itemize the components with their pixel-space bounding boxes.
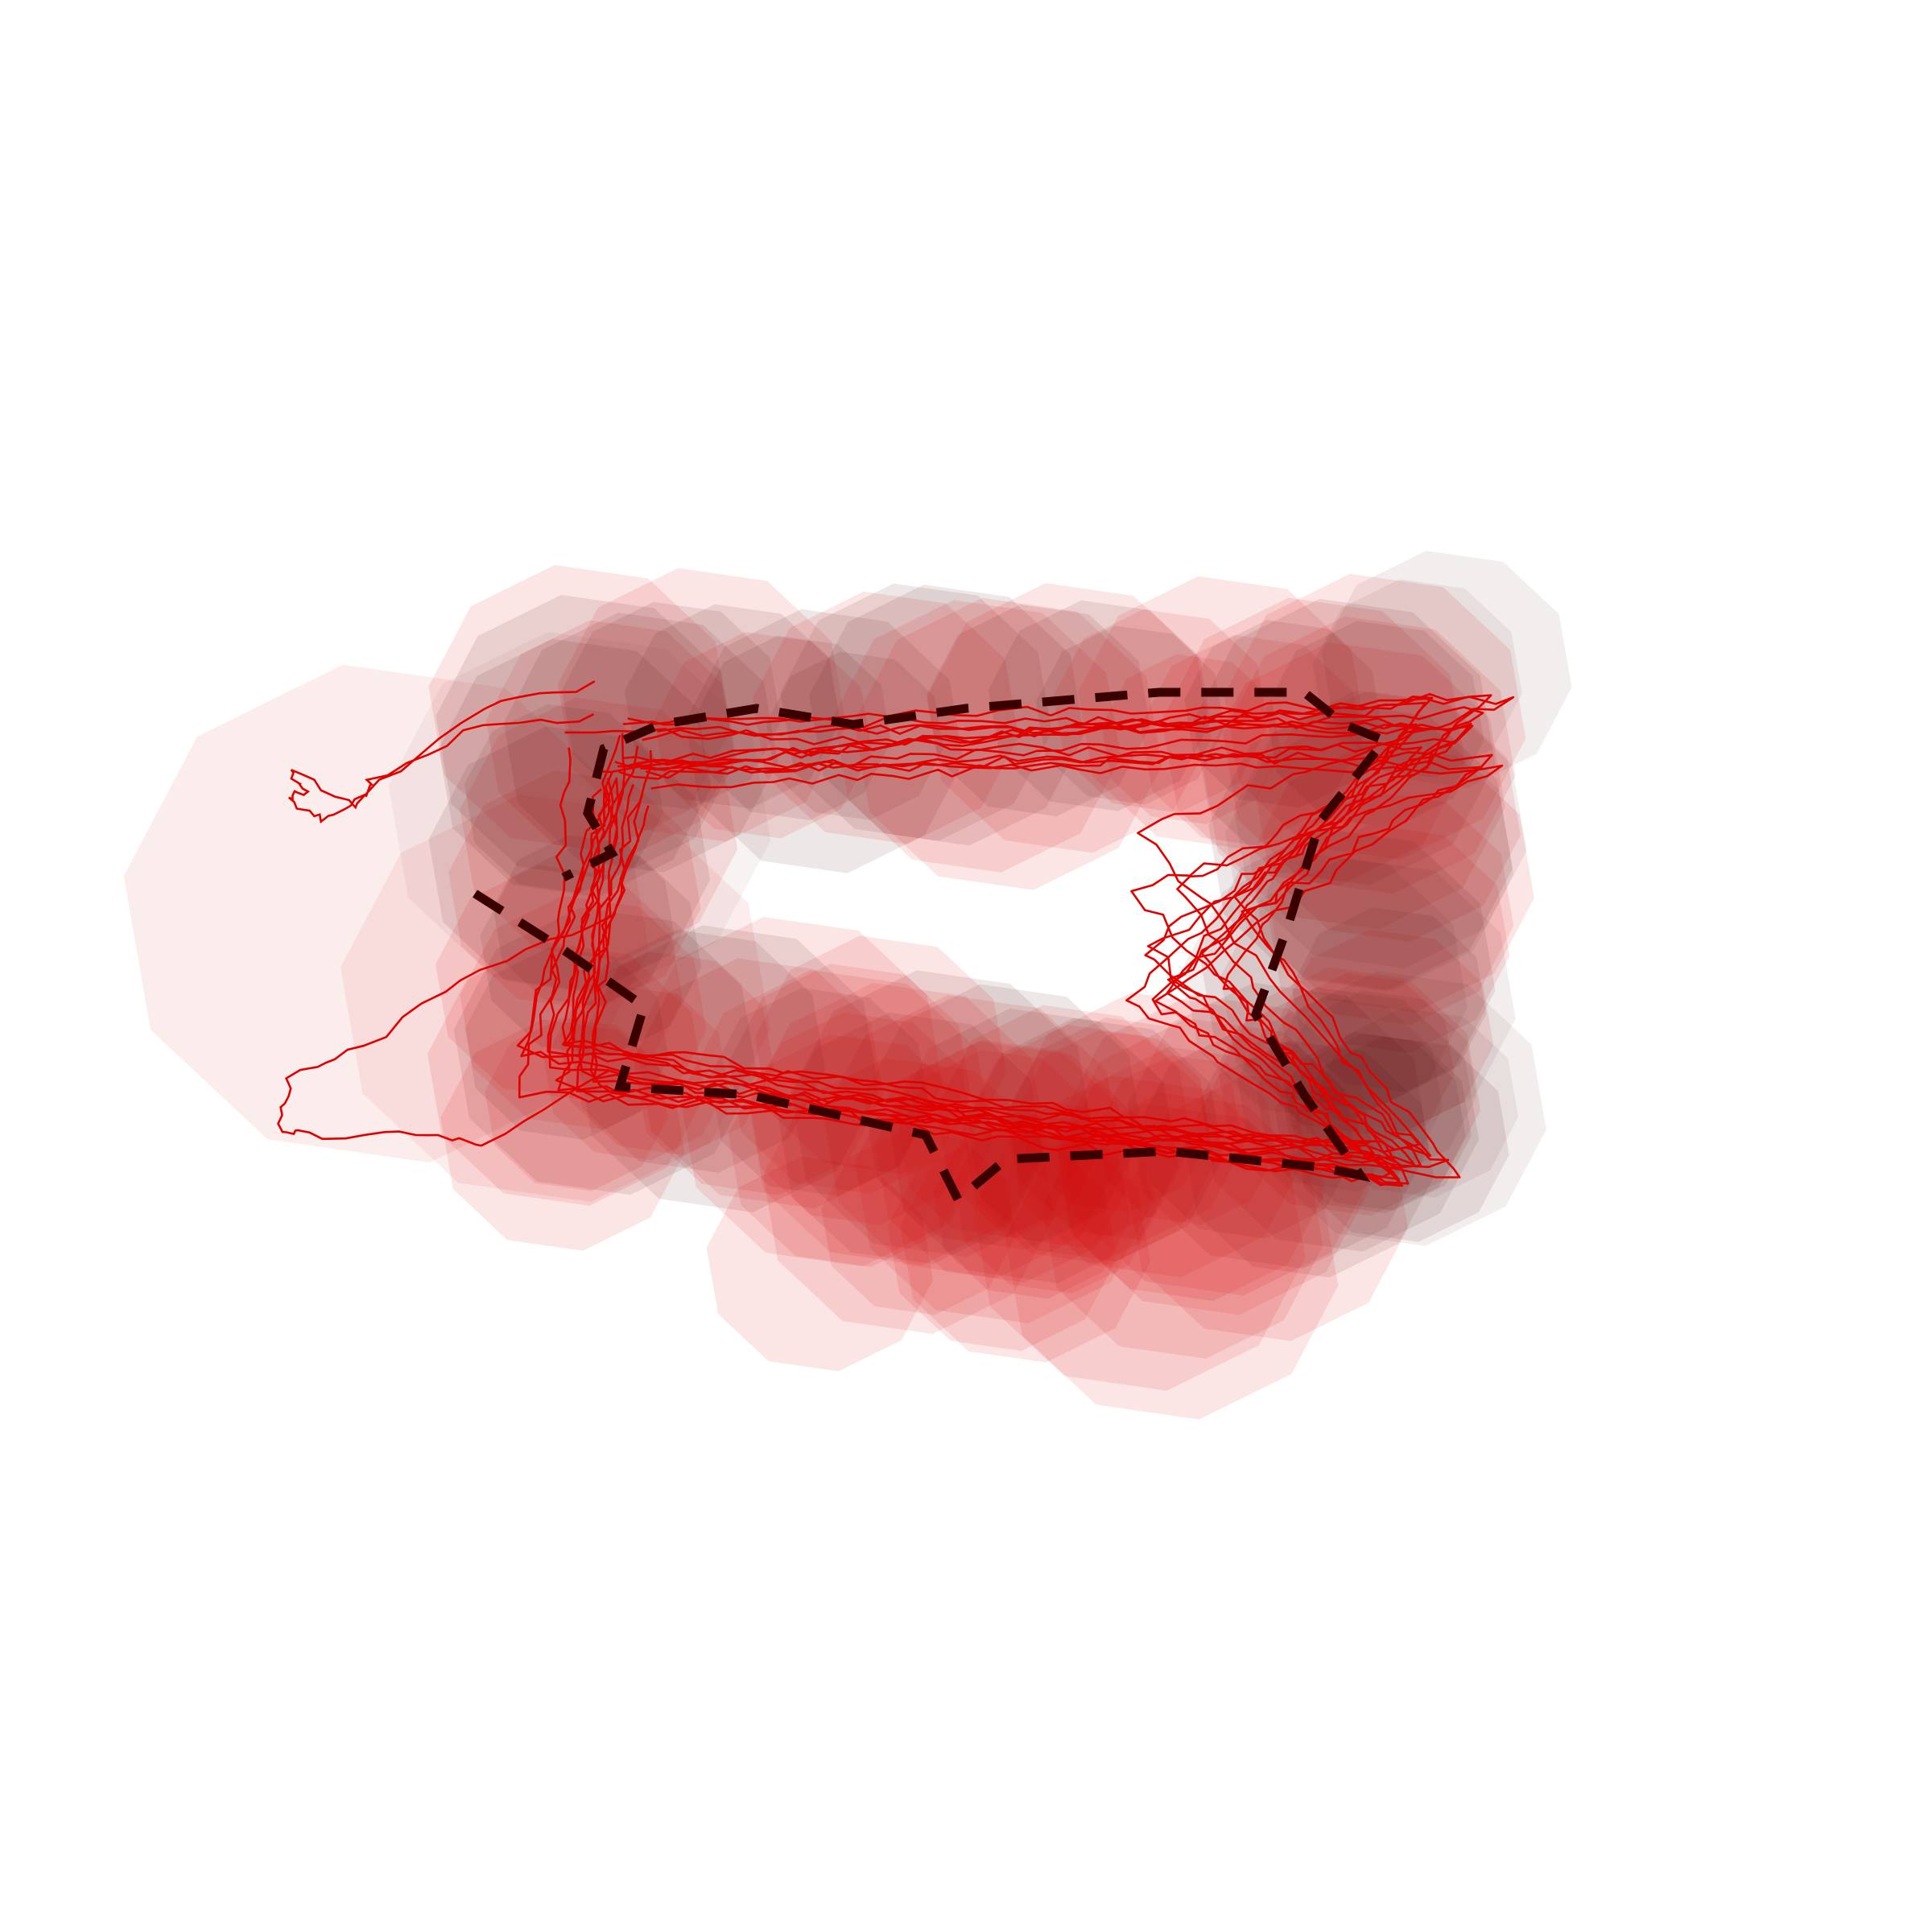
uncertainty-blob-7 <box>557 568 847 842</box>
uncertainty-blob-16 <box>833 600 1121 873</box>
uncertainty-blob-98 <box>954 1100 1158 1294</box>
uncertainty-blob-layer <box>123 551 1572 1420</box>
uncertainty-blob-95 <box>887 1133 1117 1352</box>
uncertainty-blob-85 <box>728 1034 974 1267</box>
uncertainty-blob-40 <box>1281 929 1494 1132</box>
uncertainty-blob-33 <box>1256 691 1521 942</box>
uncertainty-blob-52 <box>1005 993 1307 1278</box>
uncertainty-blob-109 <box>1224 716 1514 991</box>
uncertainty-blob-46 <box>1199 987 1480 1252</box>
uncertainty-blob-64 <box>635 917 943 1209</box>
uncertainty-blob-21 <box>1035 625 1225 805</box>
trajectory-trace-11 <box>589 706 1484 1169</box>
uncertainty-blob-0 <box>123 664 650 1163</box>
trajectory-trace-layer <box>277 680 1515 1187</box>
trajectory-trace-5 <box>555 751 1493 1181</box>
uncertainty-blob-90 <box>898 1050 1097 1238</box>
uncertainty-blob-36 <box>1266 791 1514 1026</box>
uncertainty-blob-20 <box>988 600 1212 811</box>
uncertainty-blob-83 <box>439 638 712 898</box>
uncertainty-blob-87 <box>706 1156 933 1372</box>
uncertainty-blob-37 <box>1269 824 1510 1053</box>
trajectory-trace-7 <box>564 737 1455 1185</box>
uncertainty-blob-59 <box>791 970 1093 1257</box>
uncertainty-blob-66 <box>576 925 880 1212</box>
uncertainty-blob-39 <box>1291 907 1487 1092</box>
uncertainty-blob-94 <box>900 1125 1150 1363</box>
mean-path-layer <box>473 687 1392 1207</box>
uncertainty-blob-72 <box>485 1018 668 1191</box>
uncertainty-blob-51 <box>1096 1055 1277 1225</box>
uncertainty-blob-60 <box>778 1012 1044 1265</box>
uncertainty-blob-80 <box>428 726 710 993</box>
uncertainty-blob-112 <box>1220 857 1516 1137</box>
uncertainty-blob-17 <box>853 597 1162 890</box>
outlier-trace-1 <box>277 914 615 1147</box>
uncertainty-blob-84 <box>436 595 737 880</box>
uncertainty-blob-111 <box>1318 1008 1518 1198</box>
uncertainty-blob-10 <box>696 635 891 820</box>
uncertainty-blob-58 <box>823 995 1122 1278</box>
uncertainty-blob-92 <box>821 1130 1016 1315</box>
uncertainty-blob-34 <box>1208 702 1513 992</box>
uncertainty-blob-5 <box>503 613 778 873</box>
uncertainty-blob-79 <box>448 770 701 1010</box>
uncertainty-blob-3 <box>428 564 731 852</box>
uncertainty-blob-25 <box>1140 634 1365 848</box>
uncertainty-blob-88 <box>1057 1046 1326 1302</box>
uncertainty-blob-27 <box>1162 597 1466 886</box>
uncertainty-blob-4 <box>485 620 735 856</box>
uncertainty-blob-106 <box>1005 1104 1339 1420</box>
uncertainty-blob-105 <box>874 1039 1132 1283</box>
trajectory-trace-4 <box>547 728 1481 1179</box>
uncertainty-blob-100 <box>748 983 1046 1265</box>
trajectory-trace-3 <box>557 724 1474 1183</box>
uncertainty-blob-70 <box>453 907 758 1195</box>
outlier-trace-0 <box>287 680 596 824</box>
uncertainty-blob-1 <box>341 794 770 1203</box>
uncertainty-blob-53 <box>1007 1018 1244 1241</box>
uncertainty-blob-30 <box>1265 621 1484 828</box>
uncertainty-blob-56 <box>889 1008 1179 1284</box>
trajectory-trace-10 <box>591 696 1434 1166</box>
mean-path-line <box>473 687 1392 1207</box>
